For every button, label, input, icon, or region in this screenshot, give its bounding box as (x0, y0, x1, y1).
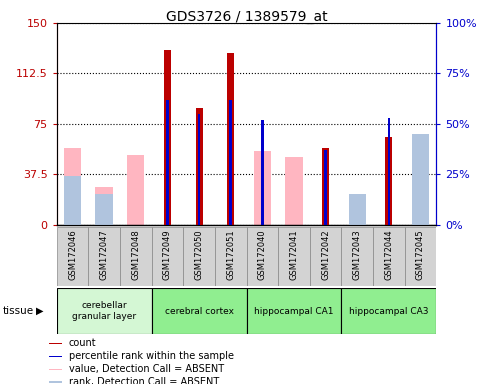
Text: tissue: tissue (2, 306, 34, 316)
Bar (412, 134, 429, 225)
Bar (310, 227, 341, 286)
Bar (152, 288, 246, 334)
Text: hippocampal CA1: hippocampal CA1 (254, 306, 334, 316)
Text: ▶: ▶ (35, 306, 43, 316)
Bar (386, 137, 392, 225)
Bar (373, 227, 405, 286)
Bar (405, 227, 436, 286)
Bar (246, 288, 341, 334)
Bar (49, 356, 62, 357)
Bar (349, 194, 366, 225)
Bar (49, 369, 62, 370)
Bar (127, 155, 144, 225)
Bar (278, 227, 310, 286)
Text: GSM172046: GSM172046 (68, 229, 77, 280)
Bar (246, 227, 278, 286)
Text: GSM172051: GSM172051 (226, 229, 235, 280)
Text: GSM172045: GSM172045 (416, 229, 425, 280)
Text: GDS3726 / 1389579_at: GDS3726 / 1389579_at (166, 10, 327, 23)
Text: hippocampal CA3: hippocampal CA3 (349, 306, 428, 316)
Text: GSM172044: GSM172044 (385, 229, 393, 280)
Text: GSM172043: GSM172043 (352, 229, 362, 280)
Text: GSM172042: GSM172042 (321, 229, 330, 280)
Text: GSM172040: GSM172040 (258, 229, 267, 280)
Bar (324, 150, 327, 225)
Bar (64, 176, 81, 225)
Bar (57, 227, 88, 286)
Bar (88, 227, 120, 286)
Text: rank, Detection Call = ABSENT: rank, Detection Call = ABSENT (69, 377, 219, 384)
Bar (261, 120, 264, 225)
Bar (229, 100, 232, 225)
Bar (322, 148, 329, 225)
Text: GSM172041: GSM172041 (289, 229, 298, 280)
Bar (64, 148, 81, 225)
Bar (215, 227, 246, 286)
Bar (49, 381, 62, 383)
Text: GSM172049: GSM172049 (163, 229, 172, 280)
Text: GSM172047: GSM172047 (100, 229, 108, 280)
Text: count: count (69, 338, 97, 348)
Text: cerebral cortex: cerebral cortex (165, 306, 234, 316)
Bar (57, 288, 152, 334)
Text: GSM172050: GSM172050 (195, 229, 204, 280)
Bar (152, 227, 183, 286)
Bar (253, 151, 271, 225)
Bar (96, 194, 113, 225)
Text: percentile rank within the sample: percentile rank within the sample (69, 351, 234, 361)
Bar (227, 53, 234, 225)
Text: value, Detection Call = ABSENT: value, Detection Call = ABSENT (69, 364, 224, 374)
Bar (196, 108, 203, 225)
Bar (341, 227, 373, 286)
Bar (96, 187, 113, 225)
Bar (49, 343, 62, 344)
Bar (183, 227, 215, 286)
Bar (387, 118, 390, 225)
Bar (198, 114, 200, 225)
Bar (120, 227, 152, 286)
Bar (341, 288, 436, 334)
Bar (166, 100, 169, 225)
Text: GSM172048: GSM172048 (131, 229, 141, 280)
Bar (285, 157, 303, 225)
Bar (164, 50, 171, 225)
Bar (412, 137, 429, 225)
Text: cerebellar
granular layer: cerebellar granular layer (72, 301, 136, 321)
